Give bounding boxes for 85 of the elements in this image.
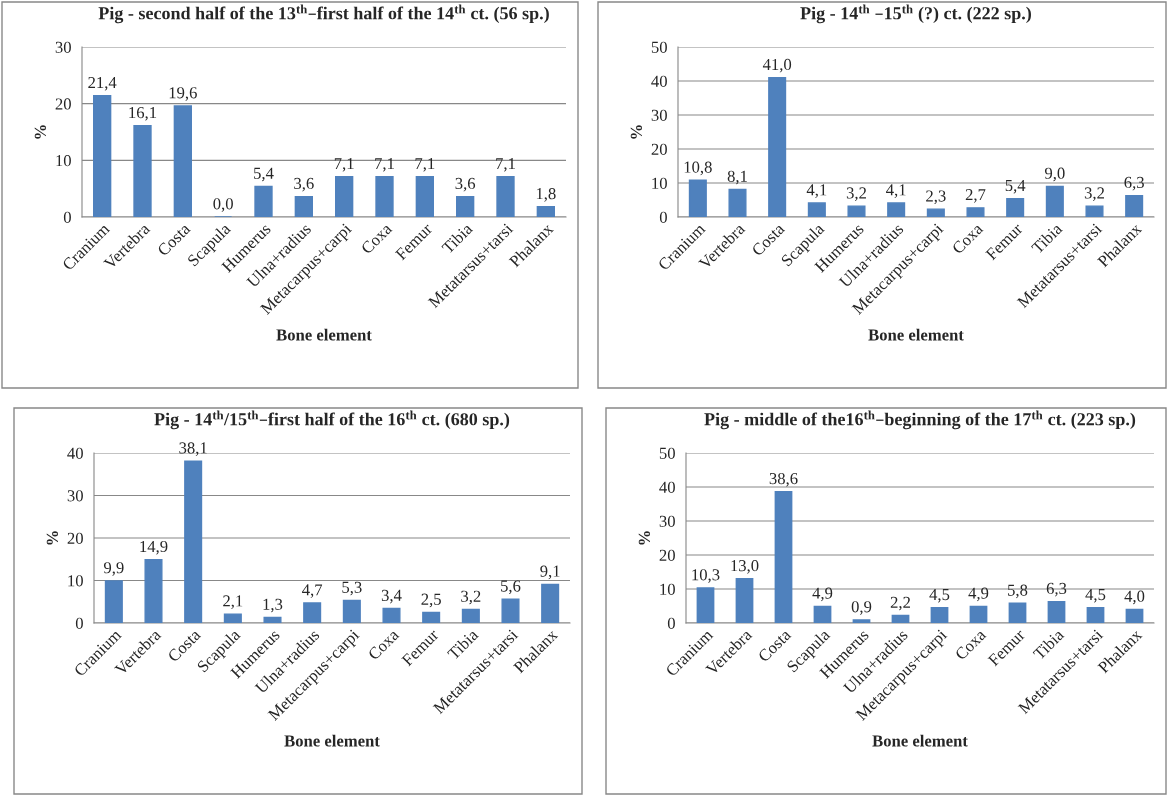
y-tick-label: 0 bbox=[667, 617, 675, 629]
data-label: 3,2 bbox=[461, 590, 481, 605]
chart-title: Pig - 14$^{th}$/15$^{th}$–first half of the 16$^{th}$ ct. (680 sp.) bbox=[154, 410, 510, 430]
data-label: 16,1 bbox=[129, 107, 157, 121]
x-axis-title: Bone element bbox=[872, 734, 968, 747]
y-tick-label: 20 bbox=[67, 532, 83, 544]
chart-title: Pig - second half of the 13$^{th}$–first half of the 14$^{th}$ ct. (56 sp.) bbox=[98, 4, 549, 24]
data-label: 0,0 bbox=[213, 198, 233, 212]
data-label: 5,3 bbox=[342, 581, 362, 596]
y-axis-title: % bbox=[630, 125, 643, 139]
y-tick-label: 40 bbox=[659, 481, 675, 493]
y-tick-label: 50 bbox=[651, 41, 667, 53]
data-label: 3,2 bbox=[1084, 187, 1104, 201]
y-tick-label: 20 bbox=[55, 98, 71, 110]
data-label: 7,1 bbox=[415, 158, 435, 172]
data-label: 2,7 bbox=[965, 189, 986, 203]
data-label: 4,9 bbox=[812, 587, 833, 602]
x-axis-title: Bone element bbox=[284, 734, 380, 747]
data-label: 2,3 bbox=[926, 190, 946, 205]
data-label: 2,2 bbox=[890, 596, 910, 611]
data-label: 7,1 bbox=[496, 158, 515, 172]
x-tick-label: Coxa bbox=[951, 222, 984, 255]
data-label: 10,3 bbox=[692, 569, 720, 583]
y-tick-label: 40 bbox=[651, 75, 667, 87]
y-tick-label: 50 bbox=[659, 447, 675, 459]
chart-title: Pig - 14$^{th}$ –15$^{th}$ (?) ct. (222 sp.) bbox=[800, 4, 1031, 24]
data-label: 21,4 bbox=[88, 76, 117, 91]
data-label: 2,5 bbox=[421, 593, 441, 608]
y-tick-label: 30 bbox=[659, 515, 675, 527]
data-label: 6,3 bbox=[1124, 176, 1144, 191]
y-tick-label: 0 bbox=[75, 617, 83, 629]
y-axis-title: % bbox=[34, 125, 47, 139]
data-label: 4,0 bbox=[1124, 590, 1145, 605]
data-label: 7,1 bbox=[375, 158, 394, 172]
y-axis-title: % bbox=[46, 531, 59, 545]
data-label: 4,5 bbox=[1085, 589, 1106, 603]
x-tick-label: Coxa bbox=[954, 628, 987, 661]
data-label: 9,0 bbox=[1044, 167, 1065, 182]
data-label: 3,4 bbox=[381, 589, 402, 604]
data-label: 4,1 bbox=[806, 184, 827, 198]
x-tick-label: Coxa bbox=[360, 222, 393, 255]
x-axis-title: Bone element bbox=[276, 328, 372, 341]
data-label: 0,9 bbox=[851, 601, 872, 615]
x-axis-title: Bone element bbox=[868, 328, 964, 341]
data-label: 5,4 bbox=[254, 167, 274, 182]
data-label: 14,9 bbox=[140, 540, 168, 555]
y-tick-label: 40 bbox=[67, 447, 83, 459]
y-tick-label: 10 bbox=[660, 583, 675, 595]
data-label: 9,9 bbox=[103, 562, 124, 576]
y-tick-label: 10 bbox=[56, 155, 71, 167]
data-label: 13,0 bbox=[731, 560, 759, 574]
data-label: 1,3 bbox=[263, 598, 283, 613]
chart-title: Pig - middle of the16$^{th}$–beginning of the 17$^{th}$ ct. (223 sp.) bbox=[704, 410, 1136, 430]
x-tick-label: Coxa bbox=[367, 628, 400, 661]
data-label: 7,1 bbox=[334, 158, 354, 172]
data-label: 4,9 bbox=[968, 587, 989, 602]
y-tick-label: 10 bbox=[652, 177, 667, 189]
y-tick-label: 20 bbox=[651, 143, 667, 155]
data-label: 4,5 bbox=[929, 589, 950, 603]
data-label: 4,7 bbox=[302, 584, 323, 598]
y-tick-label: 20 bbox=[659, 549, 675, 561]
data-label: 2,1 bbox=[223, 595, 243, 609]
data-label: 3,6 bbox=[455, 177, 476, 192]
data-label: 1,8 bbox=[536, 188, 556, 202]
data-label: 3,2 bbox=[846, 187, 866, 201]
data-label: 38,1 bbox=[179, 442, 207, 456]
y-tick-label: 30 bbox=[55, 41, 71, 53]
data-label: 8,1 bbox=[727, 170, 747, 185]
data-label: 10,8 bbox=[684, 161, 712, 176]
data-label: 5,6 bbox=[501, 580, 521, 595]
y-tick-label: 0 bbox=[659, 211, 667, 223]
data-label: 38,6 bbox=[769, 472, 798, 487]
data-label: 5,4 bbox=[1005, 179, 1026, 194]
data-label: 5,8 bbox=[1008, 584, 1028, 599]
data-label: 4,1 bbox=[886, 184, 906, 198]
data-label: 41,0 bbox=[762, 58, 792, 73]
data-label: 3,6 bbox=[294, 177, 314, 192]
y-tick-label: 30 bbox=[67, 490, 83, 502]
y-tick-label: 30 bbox=[651, 109, 667, 121]
y-tick-label: 10 bbox=[68, 575, 83, 587]
data-label: 6,3 bbox=[1046, 582, 1067, 597]
data-label: 9,1 bbox=[540, 565, 560, 580]
y-axis-title: % bbox=[638, 531, 651, 545]
data-label: 19,6 bbox=[169, 87, 197, 101]
y-tick-label: 0 bbox=[63, 211, 71, 223]
